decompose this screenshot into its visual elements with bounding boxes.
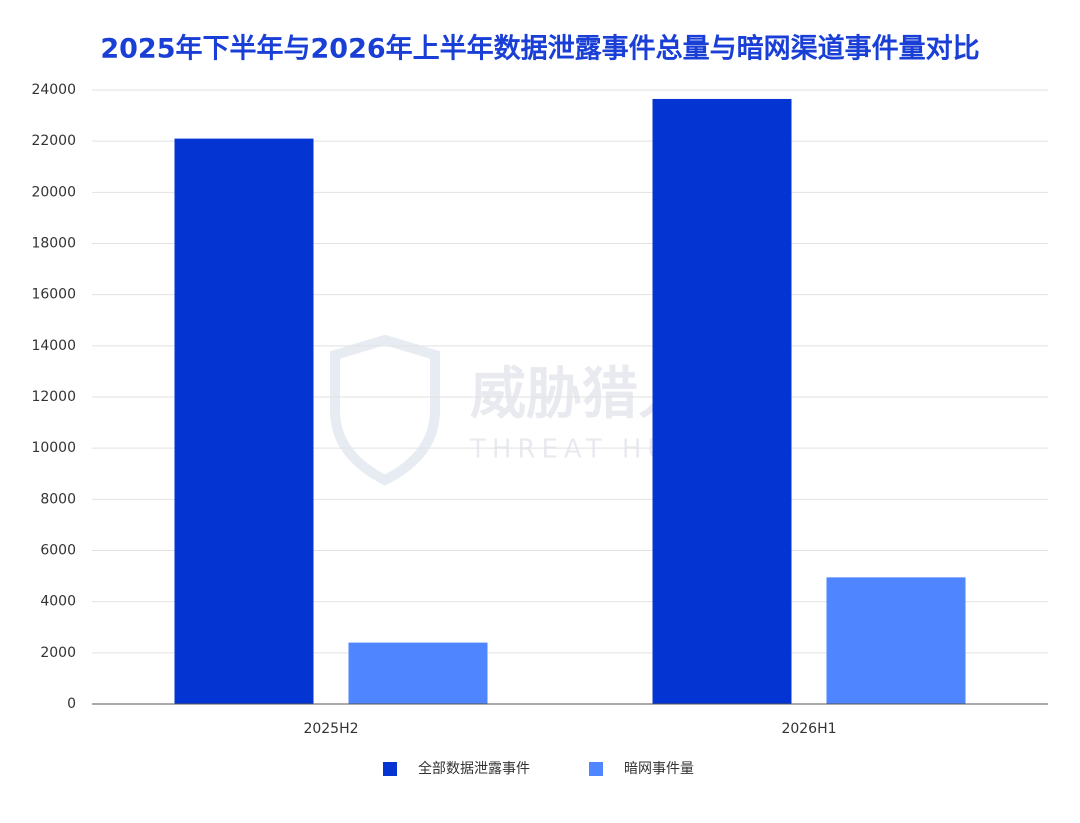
y-tick-label: 2000 (40, 645, 76, 661)
y-tick-label: 18000 (31, 236, 76, 252)
bar (174, 138, 314, 704)
y-tick-label: 0 (67, 696, 76, 712)
y-tick-label: 4000 (40, 594, 76, 610)
y-tick-label: 20000 (31, 184, 76, 200)
x-tick-label: 2026H1 (781, 721, 836, 737)
x-tick-label: 2025H2 (303, 721, 358, 737)
y-tick-label: 12000 (31, 389, 76, 405)
bar (348, 642, 488, 704)
bar (652, 98, 792, 705)
y-tick-label: 6000 (40, 543, 76, 559)
chart-title: 2025年下半年与2026年上半年数据泄露事件总量与暗网渠道事件量对比 (100, 33, 979, 65)
bar (826, 577, 966, 704)
legend-label: 暗网事件量 (624, 761, 694, 777)
watermark-logo (330, 334, 440, 486)
legend-label: 全部数据泄露事件 (418, 760, 530, 777)
y-tick-label: 16000 (31, 287, 76, 303)
y-tick-label: 10000 (31, 440, 76, 456)
y-tick-label: 24000 (31, 82, 76, 98)
y-tick-label: 14000 (31, 338, 76, 354)
y-tick-label: 8000 (40, 491, 76, 507)
y-tick-label: 22000 (31, 133, 76, 149)
legend-swatch (383, 762, 397, 776)
legend-swatch (589, 762, 603, 776)
